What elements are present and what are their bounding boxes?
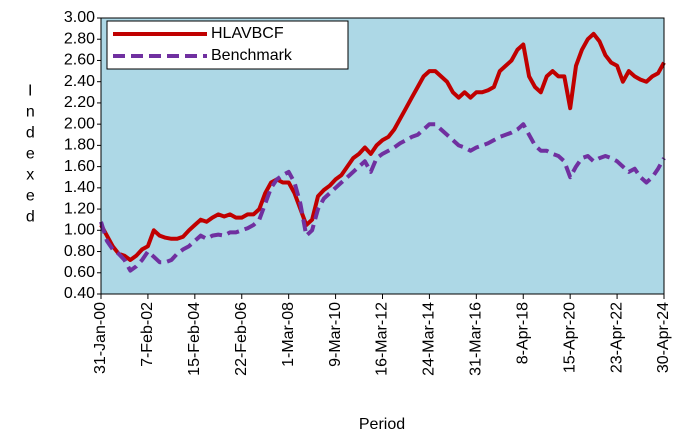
y-tick-label: 3.00 bbox=[64, 9, 95, 26]
x-tick-label: 24-Mar-14 bbox=[421, 302, 438, 376]
legend-label: Benchmark bbox=[211, 47, 293, 64]
y-tick-label: 2.60 bbox=[64, 52, 95, 69]
data-line bbox=[99, 31, 666, 262]
x-tick-label: 22-Feb-06 bbox=[233, 302, 250, 376]
x-tick-label: 15-Feb-04 bbox=[186, 302, 203, 376]
y-tick-label: 1.60 bbox=[64, 158, 95, 175]
x-axis-title: Period bbox=[359, 416, 405, 433]
x-tick-label: 8-Apr-18 bbox=[514, 302, 531, 364]
y-tick-label: 1.00 bbox=[64, 222, 95, 239]
legend: HLAVBCF Benchmark bbox=[106, 20, 349, 70]
x-tick-label: 7-Feb-02 bbox=[139, 302, 156, 367]
legend-box bbox=[106, 20, 349, 70]
y-axis-title: Indexed bbox=[22, 83, 39, 230]
y-tick-label: 2.00 bbox=[64, 115, 95, 132]
x-tick-label: 23-Apr-22 bbox=[608, 302, 625, 373]
y-tick-label: 0.60 bbox=[64, 264, 95, 281]
y-tick-label: 2.20 bbox=[64, 94, 95, 111]
y-tick-label: 1.40 bbox=[64, 179, 95, 196]
legend-label: HLAVBCF bbox=[211, 25, 284, 42]
y-tick-label: 2.80 bbox=[64, 30, 95, 47]
y-tick-label: 1.20 bbox=[64, 200, 95, 217]
y-tick-label: 0.40 bbox=[64, 285, 95, 302]
y-tick-label: 1.80 bbox=[64, 137, 95, 154]
x-tick-label: 9-Mar-10 bbox=[327, 302, 344, 367]
y-tick-label: 0.80 bbox=[64, 243, 95, 260]
x-tick-label: 31-Jan-00 bbox=[92, 302, 109, 374]
data-line bbox=[99, 122, 666, 273]
plot-border bbox=[100, 17, 665, 295]
y-tick-label: 2.40 bbox=[64, 73, 95, 90]
x-tick-label: 30-Apr-24 bbox=[655, 302, 672, 373]
x-tick-label: 15-Apr-20 bbox=[561, 302, 578, 373]
x-tick-label: 31-Mar-16 bbox=[468, 302, 485, 376]
x-tick-label: 1-Mar-08 bbox=[280, 302, 297, 367]
x-tick-label: 16-Mar-12 bbox=[374, 302, 391, 376]
